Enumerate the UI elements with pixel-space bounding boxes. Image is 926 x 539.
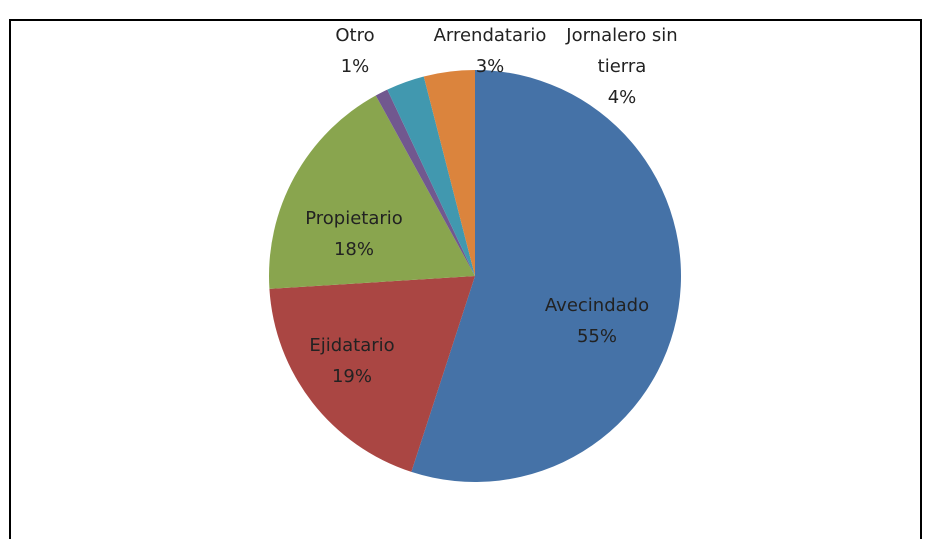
slice-percent: 4%: [607, 87, 637, 108]
slice-percent: 19%: [331, 366, 372, 387]
slice-name: Otro: [335, 25, 375, 46]
slice-label: Propietario 18%: [284, 203, 424, 265]
slice-name: Ejidatario: [309, 335, 395, 356]
slice-name: Propietario: [305, 208, 403, 229]
slice-label: Otro 1%: [285, 20, 425, 82]
pie-slice: [375, 89, 475, 277]
slice-name: Avecindado: [544, 295, 650, 316]
slice-name: Arrendatario: [433, 25, 547, 46]
slice-percent: 55%: [576, 326, 617, 347]
slice-label: Avecindado 55%: [527, 290, 667, 352]
slice-percent: 1%: [340, 56, 370, 77]
pie-slice: [269, 95, 475, 289]
pie-slice: [411, 70, 681, 482]
pie-slice: [423, 70, 475, 276]
slice-percent: 3%: [475, 56, 505, 77]
pie-slice: [387, 76, 475, 277]
slice-label: Ejidatario 19%: [282, 330, 422, 392]
slice-label: Arrendatario 3%: [420, 20, 560, 82]
slice-percent: 18%: [333, 239, 374, 260]
slice-name: Jornalero sin tierra: [566, 25, 678, 77]
pie-slice: [269, 276, 475, 472]
slice-label: Jornalero sin tierra 4%: [552, 20, 692, 113]
